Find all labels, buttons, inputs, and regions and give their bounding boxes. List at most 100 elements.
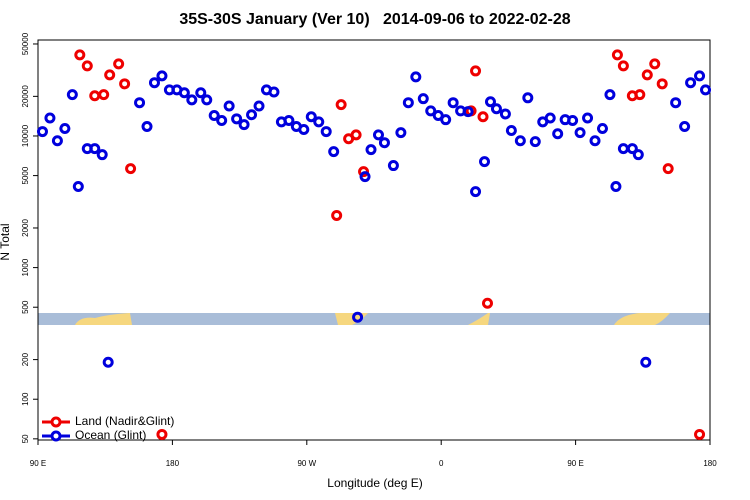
point [617,60,629,72]
point [335,99,347,111]
point [253,100,265,112]
point [350,129,362,141]
legend-marker [50,416,62,428]
point [529,136,541,148]
point [679,121,691,133]
point [514,135,526,147]
point [611,49,623,61]
legend-marker [50,430,62,442]
point [481,297,493,309]
point [544,112,556,124]
point [195,87,207,99]
y-tick-label: 50000 [21,32,30,55]
point [522,92,534,104]
point [298,123,310,135]
y-axis-title: N Total [0,223,12,260]
point [104,69,116,81]
point [447,97,459,109]
point [470,65,482,77]
point [148,77,160,89]
point [640,356,652,368]
point [283,115,295,127]
x-tick-label: 90 E [567,459,583,468]
point [81,60,93,72]
y-tick-label: 50 [21,434,30,443]
point [186,94,198,106]
point [378,137,390,149]
point [359,171,371,183]
point [395,127,407,139]
point [66,89,78,101]
point [238,119,250,131]
point [223,100,235,112]
x-tick-label: 180 [703,459,717,468]
x-tick-label: 180 [166,459,180,468]
point [201,94,213,106]
point [89,143,101,155]
point [610,181,622,193]
point [440,114,452,126]
point [552,128,564,140]
y-tick-label: 500 [21,300,30,314]
point [462,106,474,118]
point [484,96,496,108]
point [685,77,697,89]
point [596,122,608,134]
point [141,121,153,133]
point [470,186,482,198]
x-tick-label: 90 W [297,459,316,468]
point [178,87,190,99]
point [410,71,422,83]
point [499,108,511,120]
point [320,126,332,138]
point [417,93,429,105]
legend: Land (Nadir&Glint)Ocean (Glint) [42,414,174,442]
point [246,109,258,121]
point [634,89,646,101]
point [119,78,131,90]
point [574,127,586,139]
point [479,156,491,168]
point [98,89,110,101]
point [662,163,674,175]
map-strip [38,313,710,325]
point [51,135,63,147]
point [72,181,84,193]
point [216,115,228,127]
chart-title: 35S-30S January (Ver 10) 2014-09-06 to 2… [179,11,570,28]
y-tick-label: 2000 [21,219,30,237]
point [402,97,414,109]
x-axis-title: Longitude (deg E) [327,476,422,490]
point [352,311,364,323]
x-tick-label: 0 [439,459,444,468]
point [490,103,502,115]
point [156,428,168,440]
point [694,428,706,440]
point [365,144,377,156]
point [649,58,661,70]
point [617,143,629,155]
y-tick-label: 200 [21,352,30,366]
point [331,209,343,221]
point [694,70,706,82]
legend-label: Land (Nadir&Glint) [75,414,174,428]
point [589,135,601,147]
point [670,97,682,109]
point [156,70,168,82]
point [425,105,437,117]
point [44,112,56,124]
point [641,69,653,81]
point [505,125,517,137]
point [313,116,325,128]
point [582,112,594,124]
point [387,160,399,172]
point [632,149,644,161]
point [89,90,101,102]
point [96,149,108,161]
point [268,86,280,98]
point [305,111,317,123]
y-tick-label: 5000 [21,166,30,184]
y-tick-label: 10000 [21,124,30,147]
point [604,89,616,101]
